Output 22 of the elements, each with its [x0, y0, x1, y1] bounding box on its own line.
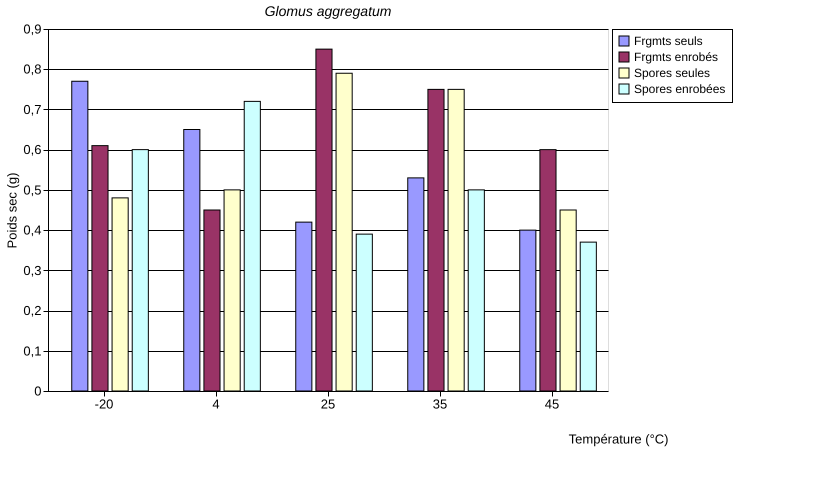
legend-label: Spores enrobées: [634, 82, 726, 96]
x-tick-label: 45: [544, 396, 560, 412]
y-tick-label: 0,7: [23, 102, 42, 117]
x-tick-label: 4: [212, 396, 220, 412]
y-tick-label: 0: [34, 384, 42, 398]
y-tick-label: 0,8: [23, 62, 42, 77]
legend-label: Frgmts enrobés: [634, 50, 718, 64]
y-tick-label: 0,3: [23, 262, 42, 278]
x-axis-title: Température (°C): [568, 432, 668, 446]
x-tick-label: 35: [432, 396, 448, 412]
y-tick-label: 0,2: [23, 303, 42, 318]
y-tick-label: 0,9: [23, 22, 42, 36]
y-axis-title: Poids sec (g): [4, 172, 20, 248]
y-tick-label: 0,5: [23, 182, 42, 198]
chart-title: Glomus aggregatum: [264, 3, 392, 19]
y-tick-label: 0,1: [23, 343, 42, 358]
legend-label: Spores seules: [634, 66, 710, 80]
legend-label: Frgmts seuls: [634, 34, 703, 48]
x-tick-label: 25: [320, 396, 336, 412]
y-tick-label: 0,4: [23, 222, 42, 238]
x-tick-label: -20: [94, 396, 114, 412]
y-tick-label: 0,6: [23, 142, 42, 158]
